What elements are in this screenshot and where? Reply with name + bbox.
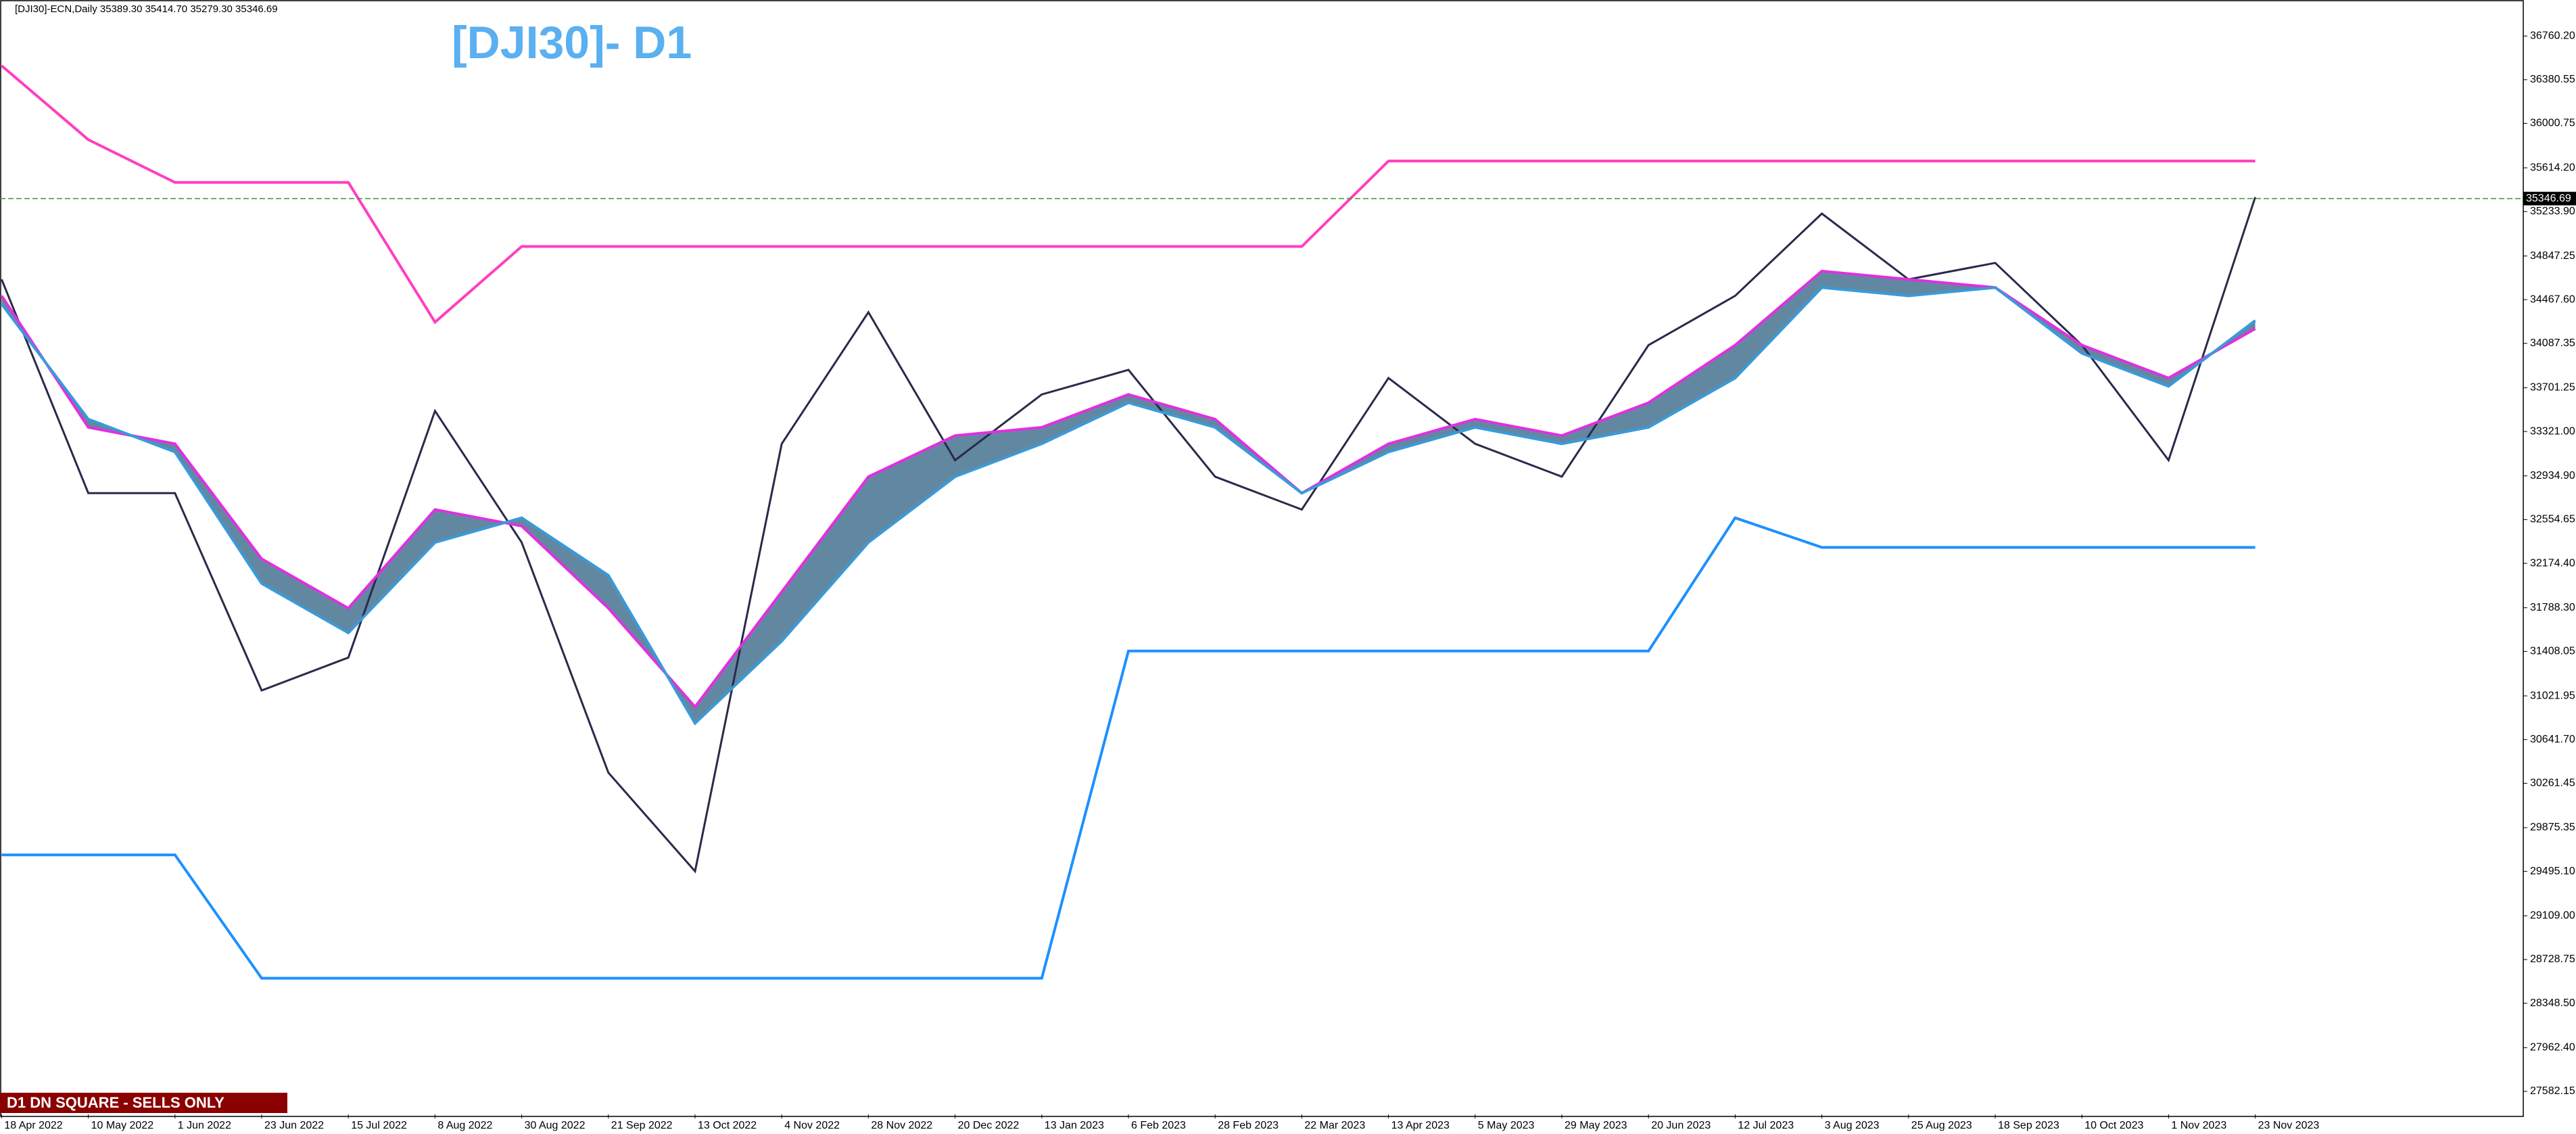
x-tick-label: 28 Feb 2023 bbox=[1218, 1120, 1279, 1131]
y-tick-label: 29875.35 bbox=[2530, 822, 2575, 833]
y-tick-label: 31408.05 bbox=[2530, 646, 2575, 657]
x-tick-label: 8 Aug 2022 bbox=[437, 1120, 492, 1131]
y-tick-label: 32934.90 bbox=[2530, 470, 2575, 481]
x-tick-label: 13 Oct 2022 bbox=[698, 1120, 757, 1131]
y-tick-label: 36000.75 bbox=[2530, 118, 2575, 129]
x-tick-label: 28 Nov 2022 bbox=[871, 1120, 932, 1131]
y-tick-label: 36380.55 bbox=[2530, 74, 2575, 85]
last-price-label: 35346.69 bbox=[2526, 193, 2571, 204]
x-tick-label: 20 Dec 2022 bbox=[958, 1120, 1020, 1131]
y-tick-label: 35233.90 bbox=[2530, 206, 2575, 217]
y-tick-label: 30641.70 bbox=[2530, 734, 2575, 745]
series-line bbox=[0, 269, 2256, 709]
series-line bbox=[1, 516, 2256, 980]
y-tick-label: 30261.45 bbox=[2530, 778, 2575, 789]
x-tick-label: 29 May 2023 bbox=[1565, 1120, 1627, 1131]
x-tick-label: 13 Jan 2023 bbox=[1045, 1120, 1104, 1131]
x-tick-label: 15 Jul 2022 bbox=[351, 1120, 407, 1131]
x-tick-label: 20 Jun 2023 bbox=[1651, 1120, 1711, 1131]
x-tick-label: 1 Jun 2022 bbox=[178, 1120, 231, 1131]
last-price-box bbox=[2523, 191, 2576, 206]
y-tick-label: 28728.75 bbox=[2530, 953, 2575, 965]
x-tick-label: 18 Apr 2022 bbox=[4, 1120, 62, 1131]
series-line bbox=[0, 286, 2256, 726]
y-tick-label: 33701.25 bbox=[2530, 382, 2575, 394]
plot-frame bbox=[0, 0, 2524, 1117]
y-tick-label: 34087.35 bbox=[2530, 337, 2575, 349]
chart-header: [DJI30]-ECN,Daily 35389.30 35414.70 3527… bbox=[15, 3, 278, 15]
x-tick-label: 10 Oct 2023 bbox=[2084, 1120, 2143, 1131]
x-tick-label: 30 Aug 2022 bbox=[525, 1120, 586, 1131]
x-tick-label: 6 Feb 2023 bbox=[1131, 1120, 1186, 1131]
x-tick-label: 5 May 2023 bbox=[1478, 1120, 1535, 1131]
chart-title: [DJI30]- D1 bbox=[452, 17, 692, 68]
x-tick-label: 3 Aug 2023 bbox=[1825, 1120, 1880, 1131]
y-tick-label: 34467.60 bbox=[2530, 293, 2575, 305]
y-tick-label: 35614.20 bbox=[2530, 162, 2575, 173]
x-tick-label: 18 Sep 2023 bbox=[1998, 1120, 2059, 1131]
x-tick-label: 23 Nov 2023 bbox=[2258, 1120, 2320, 1131]
y-tick-label: 29495.10 bbox=[2530, 866, 2575, 877]
x-tick-label: 22 Mar 2023 bbox=[1304, 1120, 1365, 1131]
y-tick-label: 31021.95 bbox=[2530, 690, 2575, 701]
footer-label: D1 DN SQUARE - SELLS ONLY bbox=[7, 1094, 224, 1111]
x-tick-label: 23 Jun 2022 bbox=[264, 1120, 324, 1131]
y-tick-label: 32174.40 bbox=[2530, 557, 2575, 569]
y-tick-label: 33321.00 bbox=[2530, 425, 2575, 437]
series-line bbox=[1, 64, 2256, 325]
x-tick-label: 4 Nov 2022 bbox=[784, 1120, 840, 1131]
y-tick-label: 31788.30 bbox=[2530, 602, 2575, 613]
x-tick-label: 12 Jul 2023 bbox=[1738, 1120, 1794, 1131]
y-tick-label: 36760.20 bbox=[2530, 30, 2575, 42]
y-tick-label: 28348.50 bbox=[2530, 997, 2575, 1009]
x-tick-label: 1 Nov 2023 bbox=[2171, 1120, 2226, 1131]
x-tick-label: 13 Apr 2023 bbox=[1391, 1120, 1450, 1131]
ma-band bbox=[1, 270, 2256, 724]
x-tick-label: 25 Aug 2023 bbox=[1911, 1120, 1972, 1131]
y-tick-label: 27582.15 bbox=[2530, 1085, 2575, 1097]
x-tick-label: 21 Sep 2022 bbox=[611, 1120, 673, 1131]
y-tick-label: 34847.25 bbox=[2530, 250, 2575, 262]
y-tick-label: 27962.40 bbox=[2530, 1042, 2575, 1054]
x-tick-label: 10 May 2022 bbox=[91, 1120, 154, 1131]
y-tick-label: 29109.00 bbox=[2530, 910, 2575, 922]
y-tick-label: 32554.65 bbox=[2530, 514, 2575, 525]
footer-box bbox=[0, 1093, 287, 1113]
